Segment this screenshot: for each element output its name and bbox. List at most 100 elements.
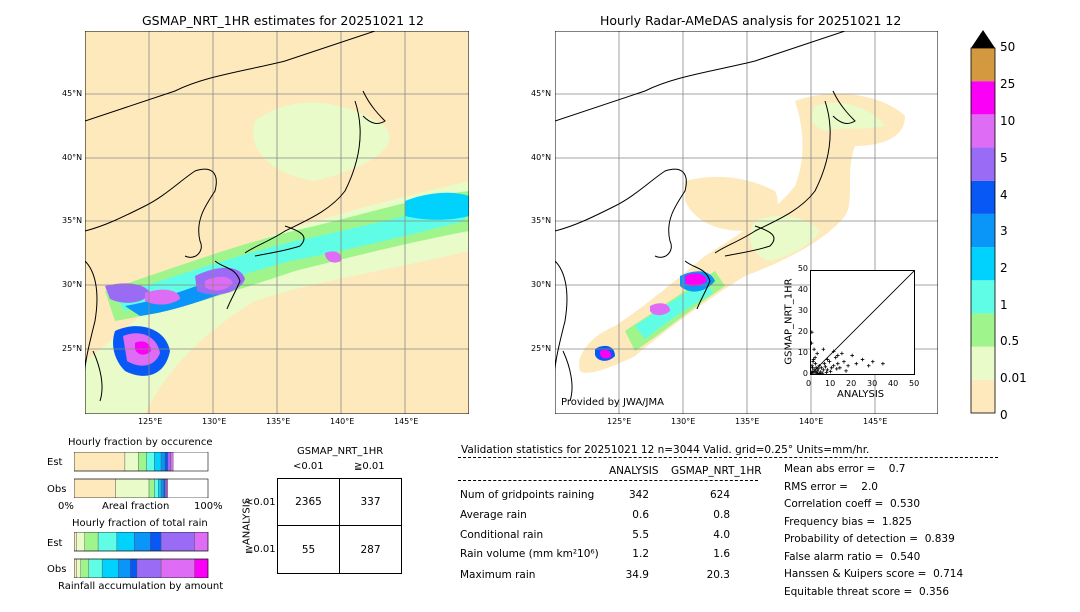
scatter-x-tick-labels: 0 10 20 30 40 50 xyxy=(806,379,921,391)
left-lon-145: 145°E xyxy=(394,417,419,426)
contingency-table: 2365 337 55 287 xyxy=(277,478,402,574)
fraction-segment xyxy=(80,558,89,578)
score-ets: Equitable threat score = 0.356 xyxy=(784,585,950,598)
contingency-col-0: <0.01 xyxy=(293,461,324,472)
scatter-plot xyxy=(811,271,914,374)
total-rain-obs-label: Obs xyxy=(47,564,67,575)
fraction-segment xyxy=(138,452,147,472)
score-mae: Mean abs error = 0.7 xyxy=(784,463,906,475)
contingency-col-1: ≧0.01 xyxy=(354,461,385,472)
fraction-bar-frame xyxy=(74,532,209,552)
fraction-segment xyxy=(163,478,166,498)
validation-col-gsmap: GSMAP_NRT_1HR xyxy=(671,465,762,477)
fraction-bar-frame xyxy=(74,478,209,498)
right-lon-145: 145°E xyxy=(863,417,888,426)
fraction-segment xyxy=(160,452,166,472)
left-lon-135: 135°E xyxy=(266,417,291,426)
colorbar-segment xyxy=(971,379,995,413)
occurrence-axis-left: 0% xyxy=(58,501,74,512)
colorbar-segment xyxy=(971,81,995,115)
scatter-point xyxy=(811,357,816,362)
contingency-cell: 2365 xyxy=(277,478,340,526)
score-frequency-bias: Frequency bias = 1.825 xyxy=(784,515,912,528)
total-rain-title: Hourly fraction of total rain xyxy=(72,518,208,529)
validation-divider xyxy=(458,457,998,458)
fraction-bar-frame xyxy=(74,558,209,578)
scatter-point xyxy=(811,359,815,364)
occurrence-axis-right: 100% xyxy=(194,501,223,512)
contingency-row-1: ≧0.01 xyxy=(245,544,276,555)
colorbar-segment xyxy=(971,48,995,82)
scatter-point xyxy=(819,366,824,370)
scatter-point xyxy=(820,371,825,374)
scatter-point xyxy=(812,368,816,372)
right-lat-40: 40°N xyxy=(531,153,552,162)
scatter-point xyxy=(834,367,839,371)
scatter-point xyxy=(831,349,836,354)
colorbar-label: 25 xyxy=(1000,77,1016,91)
contingency-cell: 337 xyxy=(339,478,402,526)
colorbar-label: 2 xyxy=(1000,261,1008,275)
occurrence-title: Hourly fraction by occurence xyxy=(68,437,213,448)
validation-row-gsmap: 4.0 xyxy=(713,529,730,541)
right-map-title: Hourly Radar-AMeDAS analysis for 2025102… xyxy=(600,13,902,28)
scatter-x-tick: 0 xyxy=(806,379,812,388)
scatter-y-tick: 40 xyxy=(797,285,808,294)
score-hk: Hanssen & Kuipers score = 0.714 xyxy=(784,568,964,580)
scatter-point xyxy=(812,347,816,352)
validation-row-analysis: 342 xyxy=(628,489,649,501)
fraction-segment xyxy=(74,558,77,578)
contingency-cell: 287 xyxy=(339,525,402,574)
fraction-segment xyxy=(160,532,195,552)
scatter-point xyxy=(811,330,814,334)
right-lat-25: 25°N xyxy=(531,344,552,353)
scatter-point xyxy=(835,353,840,358)
validation-row-analysis: 0.6 xyxy=(632,509,649,521)
colorbar-segment xyxy=(971,147,995,181)
colorbar-label: 3 xyxy=(1000,224,1008,238)
scatter-point xyxy=(813,361,818,366)
scatter-point xyxy=(850,353,854,358)
scatter-point xyxy=(821,368,826,372)
scatter-xlabel: ANALYSIS xyxy=(837,389,885,400)
scatter-point xyxy=(811,371,815,374)
score-pod: Probability of detection = 0.839 xyxy=(784,533,955,545)
left-lat-35: 35°N xyxy=(62,216,83,225)
occurrence-obs-label: Obs xyxy=(47,484,67,495)
scatter-point xyxy=(835,361,840,366)
score-far: False alarm ratio = 0.540 xyxy=(784,550,921,563)
validation-col-divider xyxy=(458,480,758,481)
right-lon-140: 140°E xyxy=(799,417,824,426)
colorbar-segment xyxy=(971,114,995,148)
left-lon-125: 125°E xyxy=(138,417,163,426)
scatter-x-tick: 50 xyxy=(909,379,920,388)
fraction-segment xyxy=(194,558,209,578)
fraction-segment xyxy=(146,452,155,472)
validation-row-label: Rain volume (mm km²10⁶) xyxy=(460,548,599,560)
scatter-point xyxy=(831,363,836,368)
scatter-x-tick: 20 xyxy=(846,379,857,388)
scatter-point xyxy=(838,366,842,370)
fraction-segment xyxy=(76,558,81,578)
validation-row-label: Average rain xyxy=(460,509,527,521)
right-lat-35: 35°N xyxy=(531,216,552,225)
scatter-point xyxy=(881,361,885,366)
fraction-segment xyxy=(84,532,99,552)
validation-scores: Mean abs error = 0.7 RMS error = 2.0 Cor… xyxy=(784,463,1004,603)
colorbar-label: 50 xyxy=(1000,40,1016,54)
scatter-x-tick: 10 xyxy=(825,379,836,388)
scatter-point xyxy=(813,355,817,360)
right-lon-135: 135°E xyxy=(735,417,760,426)
fraction-segment xyxy=(116,532,135,552)
left-lat-40: 40°N xyxy=(62,153,83,162)
validation-row-label: Num of gridpoints raining xyxy=(460,489,595,501)
colorbar-label: 4 xyxy=(1000,188,1008,202)
fraction-segment xyxy=(124,452,139,472)
fraction-segment xyxy=(76,532,85,552)
colorbar-label: 0 xyxy=(1000,408,1008,422)
scatter-y-tick: 10 xyxy=(797,348,808,357)
fraction-segment xyxy=(88,558,103,578)
scatter-point xyxy=(844,369,848,373)
fraction-segment xyxy=(154,452,162,472)
scatter-y-tick-labels: 50 40 30 20 10 0 xyxy=(790,264,808,379)
